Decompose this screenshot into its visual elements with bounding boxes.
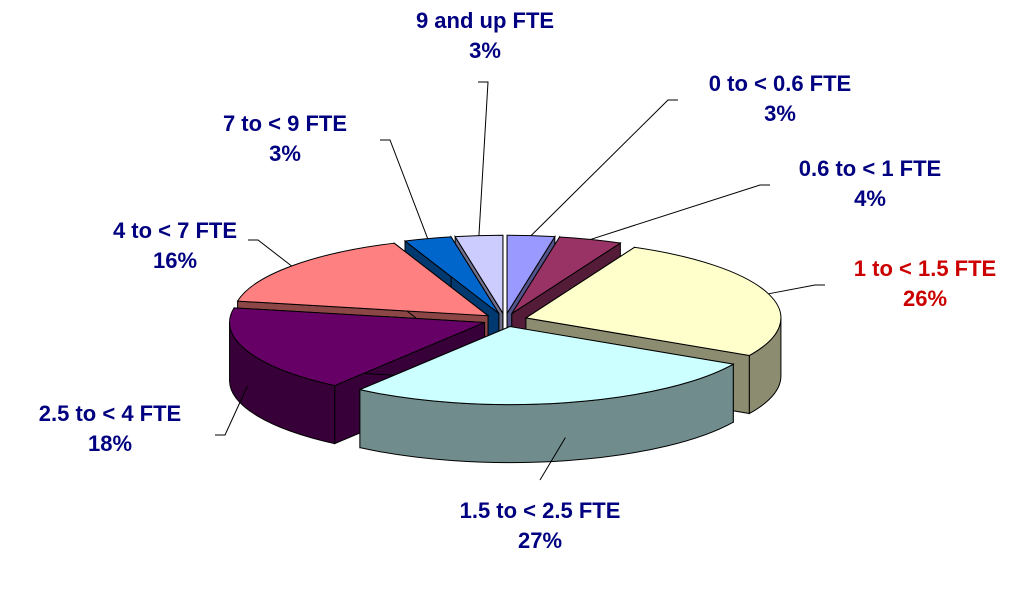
leader-line — [768, 284, 825, 295]
slice-label: 0 to < 0.6 FTE — [709, 71, 851, 96]
slice-label: 2.5 to < 4 FTE — [39, 401, 181, 426]
slice-value-label: 3% — [764, 101, 796, 126]
slice-label: 9 and up FTE — [416, 8, 554, 33]
leader-line — [215, 385, 248, 436]
slice — [524, 246, 782, 357]
slice-value-label: 4% — [854, 186, 886, 211]
leader-line — [590, 184, 770, 240]
slice-value-label: 3% — [269, 141, 301, 166]
slice-value-label: 27% — [518, 528, 562, 553]
slice-label: 1.5 to < 2.5 FTE — [460, 498, 621, 523]
leader-line — [248, 239, 292, 267]
slice-label: 1 to < 1.5 FTE — [854, 256, 996, 281]
slice-value-label: 16% — [153, 248, 197, 273]
leader-line — [380, 139, 429, 239]
slice — [511, 236, 622, 315]
slice-label: 4 to < 7 FTE — [113, 218, 237, 243]
leader-line — [530, 99, 678, 237]
slice-label: 7 to < 9 FTE — [223, 111, 347, 136]
slice-value-label: 3% — [469, 38, 501, 63]
slice-value-label: 18% — [88, 431, 132, 456]
slice-tops — [229, 234, 782, 406]
leader-line — [478, 81, 489, 236]
leader-line — [539, 437, 566, 481]
slice-value-label: 26% — [903, 286, 947, 311]
slice — [229, 307, 485, 387]
slice-label: 0.6 to < 1 FTE — [799, 156, 941, 181]
slice — [358, 326, 735, 406]
